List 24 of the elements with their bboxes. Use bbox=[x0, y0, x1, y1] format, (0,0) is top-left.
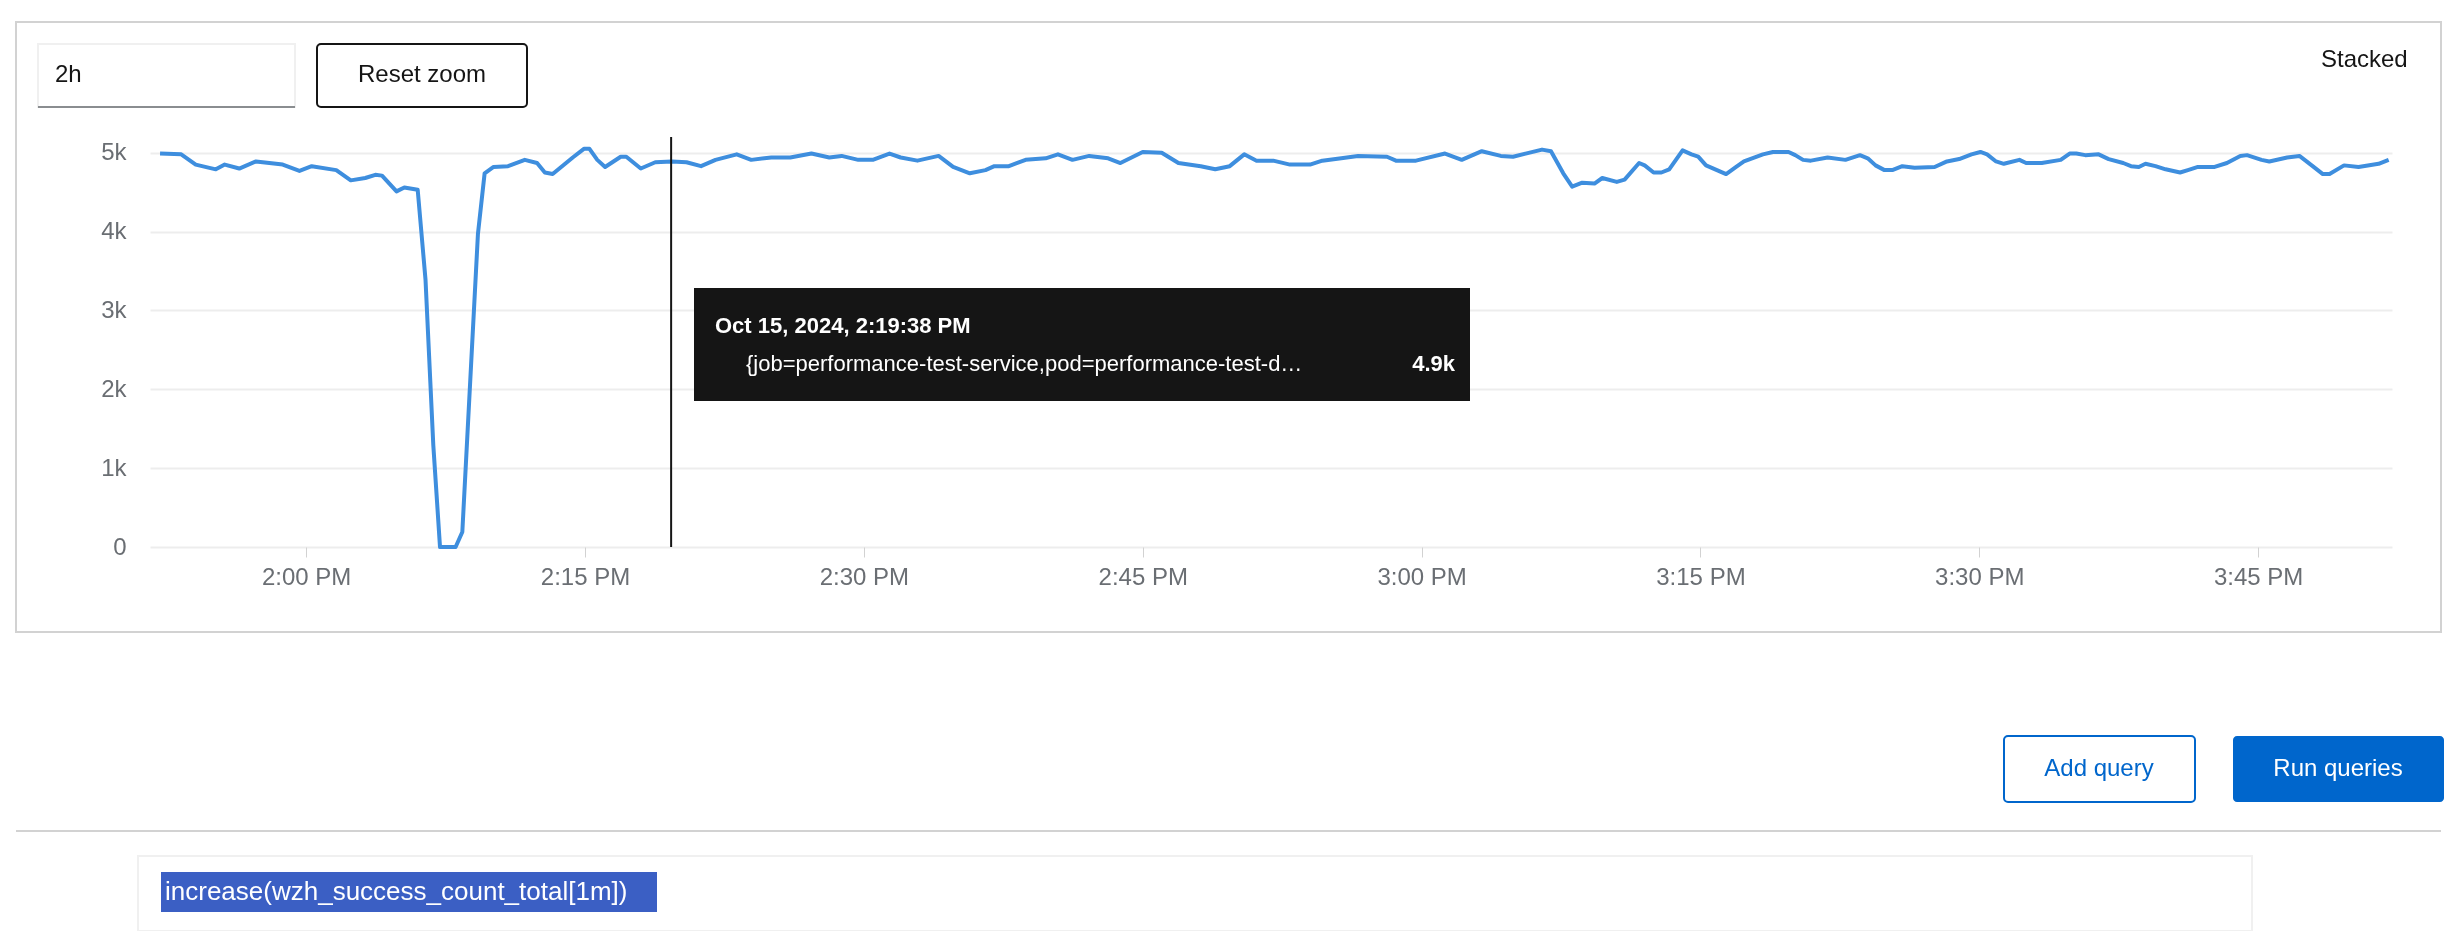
x-tick-label: 2:45 PM bbox=[1098, 562, 1188, 590]
x-tick-label: 3:30 PM bbox=[1935, 562, 2025, 590]
text: Run queries bbox=[2273, 754, 2403, 781]
y-tick-label: 4k bbox=[101, 217, 128, 245]
x-tick-label: 3:00 PM bbox=[1377, 562, 1467, 590]
annotation: {job=performance-test-service,pod=performance-test-d… bbox=[746, 351, 1303, 376]
y-tick-label: 2k bbox=[101, 374, 128, 402]
y-tick-label: 3k bbox=[101, 295, 128, 323]
x-tick-label: 3:15 PM bbox=[1656, 562, 1746, 590]
text: Reset zoom bbox=[357, 60, 487, 87]
text: 2h bbox=[55, 60, 82, 87]
x-tick-label: 3:45 PM bbox=[2213, 562, 2304, 590]
annotation: 4.9k bbox=[1412, 351, 1456, 376]
x-tick-label: 2:00 PM bbox=[261, 562, 352, 590]
x-tick-label: 2:15 PM bbox=[540, 562, 631, 590]
text: Stacked bbox=[2321, 45, 2408, 72]
text: increase(wzh_success_count_total[1m]) bbox=[165, 876, 628, 906]
text: Add query bbox=[2044, 754, 2154, 781]
annotation: Oct 15, 2024, 2:19:38 PM bbox=[715, 313, 971, 338]
y-tick-label: 0 bbox=[113, 532, 127, 560]
y-tick-label: 1k bbox=[101, 453, 128, 481]
y-tick-label: 5k bbox=[101, 138, 128, 166]
line-series bbox=[158, 146, 2391, 549]
x-tick-label: 2:30 PM bbox=[819, 562, 910, 590]
